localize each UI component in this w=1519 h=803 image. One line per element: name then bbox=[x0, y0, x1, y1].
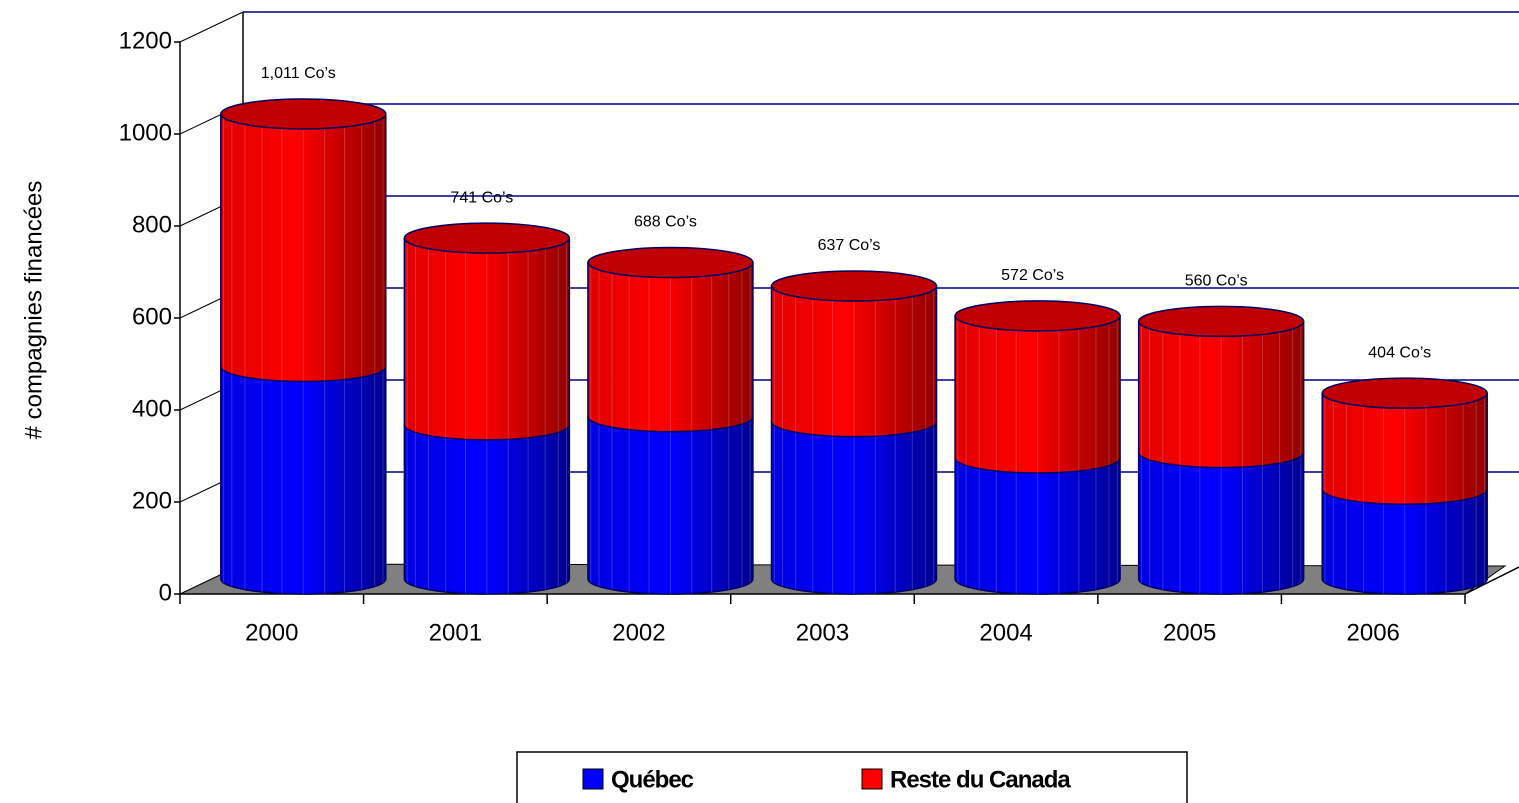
cylinder-segment bbox=[770, 270, 938, 438]
cylinder-segment bbox=[1137, 305, 1305, 469]
legend-label: Reste du Canada bbox=[890, 766, 1071, 793]
cylinder-segment bbox=[587, 415, 754, 595]
cylinder-segment bbox=[1137, 451, 1305, 595]
cylinder-segment bbox=[770, 420, 938, 595]
cylinder-body bbox=[1137, 320, 1305, 469]
legend-box bbox=[516, 751, 1188, 803]
total-label: 741 Co’s bbox=[450, 189, 513, 206]
x-tick-label: 2005 bbox=[1163, 619, 1216, 646]
cylinder-body bbox=[1321, 488, 1488, 595]
total-label: 688 Co’s bbox=[634, 214, 697, 231]
total-label: 572 Co’s bbox=[1001, 267, 1064, 284]
cylinder-body bbox=[220, 365, 387, 595]
cylinder-body bbox=[587, 261, 754, 433]
x-tick-label: 2003 bbox=[796, 619, 849, 646]
y-tick-label: 1000 bbox=[119, 119, 172, 146]
y-tick-label: 400 bbox=[132, 395, 172, 422]
cylinder-top bbox=[954, 300, 1121, 332]
x-tick-label: 2006 bbox=[1347, 619, 1400, 646]
legend-label: Québec bbox=[611, 766, 694, 793]
x-tick-label: 2000 bbox=[245, 619, 298, 646]
cylinder-body bbox=[770, 285, 938, 438]
cylinder-body bbox=[954, 315, 1121, 474]
total-label: 404 Co’s bbox=[1368, 344, 1431, 361]
cylinder-body bbox=[403, 237, 571, 441]
y-tick-label: 0 bbox=[159, 579, 172, 606]
x-tick-label: 2001 bbox=[429, 619, 482, 646]
cylinder-segment bbox=[1321, 377, 1488, 506]
cylinder-segment bbox=[1321, 488, 1488, 595]
total-label: 637 Co’s bbox=[818, 237, 881, 254]
cylinder-segment bbox=[954, 300, 1121, 474]
cylinder-body bbox=[1137, 451, 1305, 595]
cylinder-segment bbox=[587, 246, 754, 433]
y-axis-label: # compagnies financées bbox=[20, 181, 47, 440]
y-tick-label: 1200 bbox=[119, 27, 172, 54]
total-label: 560 Co’s bbox=[1185, 273, 1248, 290]
legend-swatch bbox=[861, 768, 883, 790]
cylinder-top bbox=[770, 270, 938, 302]
y-tick-label: 200 bbox=[132, 487, 172, 514]
cylinder-top bbox=[403, 222, 571, 254]
y-tick-label: 600 bbox=[132, 303, 172, 330]
cylinder-segment bbox=[403, 424, 571, 595]
x-tick-label: 2004 bbox=[979, 619, 1032, 646]
cylinder-body bbox=[587, 415, 754, 595]
total-label: 1,011 Co’s bbox=[261, 65, 336, 82]
cylinder-top bbox=[587, 246, 754, 279]
cylinder-segment bbox=[403, 222, 571, 441]
grid-line bbox=[179, 11, 244, 43]
cylinder-body bbox=[403, 424, 571, 595]
cylinder-top bbox=[1137, 305, 1305, 338]
cylinder-body bbox=[220, 113, 387, 383]
y-tick-label: 800 bbox=[132, 211, 172, 238]
cylinder-body bbox=[954, 457, 1121, 595]
legend-swatch bbox=[582, 768, 604, 790]
cylinder-body bbox=[1321, 392, 1488, 506]
cylinder-segment bbox=[220, 98, 387, 383]
cylinder-top bbox=[220, 98, 387, 130]
cylinder-segment bbox=[954, 457, 1121, 595]
cylinder-body bbox=[770, 420, 938, 595]
x-tick-label: 2002 bbox=[612, 619, 665, 646]
cylinder-top bbox=[1321, 377, 1488, 409]
cylinder-segment bbox=[220, 365, 387, 595]
